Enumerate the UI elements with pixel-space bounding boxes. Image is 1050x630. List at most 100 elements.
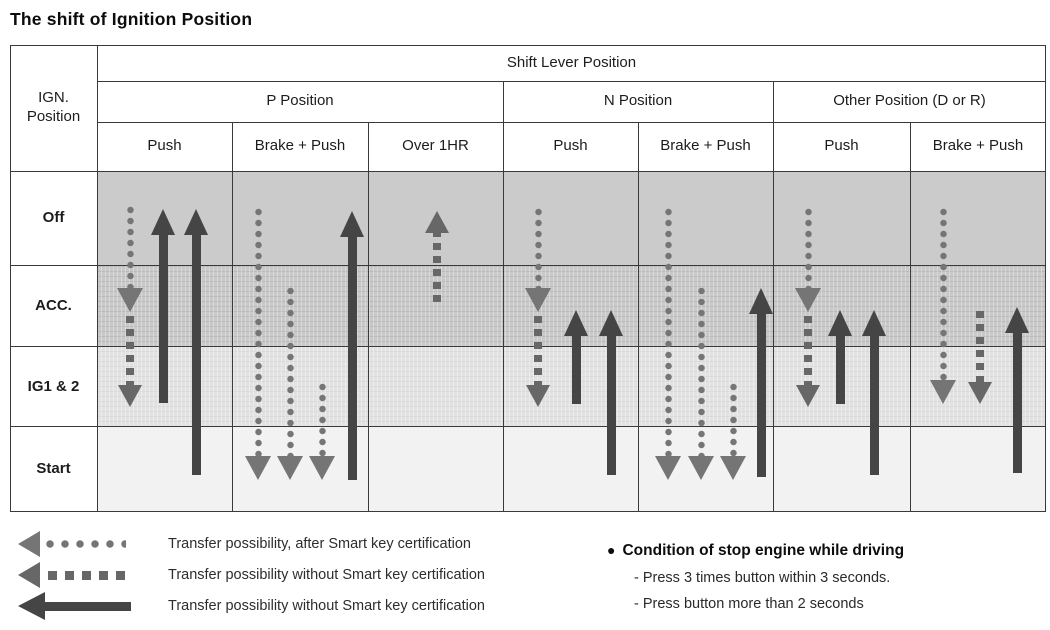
dashed-line xyxy=(48,570,130,580)
arrow-shaft xyxy=(126,316,134,388)
legend-item-solid: Transfer possibility without Smart key c… xyxy=(18,591,485,621)
grid-vline xyxy=(1045,45,1046,512)
dashed-down-arrow xyxy=(968,311,992,404)
legend-label: Transfer possibility without Smart key c… xyxy=(168,598,485,614)
grid-hline xyxy=(97,81,1046,82)
solid-up-arrow xyxy=(599,310,623,475)
arrowhead xyxy=(655,456,681,480)
solid-up-arrow xyxy=(862,310,886,475)
sub-header-n-push: Push xyxy=(553,137,588,155)
row-band-start xyxy=(97,427,1046,512)
corner-header-line1: IGN. xyxy=(38,89,69,107)
arrowhead xyxy=(564,310,588,336)
group-header-other-position: Other Position (D or R) xyxy=(833,92,986,110)
dotted-line xyxy=(44,540,126,548)
arrow-shaft xyxy=(606,333,616,475)
arrowhead xyxy=(968,382,992,404)
grid-vline xyxy=(97,45,98,512)
arrowhead xyxy=(720,456,746,480)
grid-hline xyxy=(10,426,1046,427)
row-label-off: Off xyxy=(42,209,65,227)
arrowhead xyxy=(828,310,852,336)
sub-header-p-brake-push: Brake + Push xyxy=(254,137,346,155)
legend-item-dotted: Transfer possibility, after Smart key ce… xyxy=(18,529,471,559)
arrow-shaft xyxy=(433,230,441,308)
solid-up-arrow xyxy=(749,288,773,477)
sub-header-other-brake-push: Brake + Push xyxy=(932,137,1024,155)
arrow-shaft xyxy=(126,205,134,291)
grid-hline xyxy=(10,171,1046,172)
arrow-shaft xyxy=(976,311,984,385)
solid-up-arrow xyxy=(828,310,852,404)
grid-vline xyxy=(773,81,774,512)
solid-up-arrow xyxy=(184,209,208,475)
page-title: The shift of Ignition Position xyxy=(10,9,253,29)
arrow-shaft xyxy=(804,316,812,388)
dotted-down-arrow xyxy=(117,205,143,312)
arrowhead-left xyxy=(18,592,45,620)
sub-header-other-push: Push xyxy=(824,137,859,155)
group-header-n-position: N Position xyxy=(603,92,673,110)
arrowhead xyxy=(277,456,303,480)
dotted-down-arrow xyxy=(720,382,746,480)
arrowhead xyxy=(425,211,449,233)
dashed-down-arrow xyxy=(526,316,550,407)
grid-hline xyxy=(10,265,1046,266)
header-shift-lever-position: Shift Lever Position xyxy=(506,53,637,71)
dashed-down-arrow xyxy=(796,316,820,407)
grid-vline xyxy=(910,122,911,512)
arrowhead xyxy=(117,288,143,312)
row-label-ig1-2: IG1 & 2 xyxy=(27,377,80,395)
arrowhead xyxy=(599,310,623,336)
row-label-acc: ACC. xyxy=(35,297,72,315)
arrow-shaft xyxy=(869,333,879,475)
arrowhead xyxy=(245,456,271,480)
arrow-shaft xyxy=(254,207,262,459)
dashed-left-arrow-icon xyxy=(18,560,146,590)
legend-label: Transfer possibility, after Smart key ce… xyxy=(168,536,471,552)
solid-up-arrow xyxy=(340,211,364,480)
notes-heading-text: Condition of stop engine while driving xyxy=(622,542,905,559)
grid-hline xyxy=(10,511,1046,512)
note-line-2: - Press button more than 2 seconds xyxy=(634,596,864,612)
arrowhead xyxy=(118,385,142,407)
arrowhead xyxy=(340,211,364,237)
grid-hline xyxy=(97,122,1046,123)
arrowhead-left xyxy=(18,531,40,557)
arrow-shaft xyxy=(729,382,737,459)
arrow-shaft xyxy=(191,232,201,475)
dotted-down-arrow xyxy=(930,207,956,404)
solid-up-arrow xyxy=(1005,307,1029,473)
row-label-start: Start xyxy=(36,460,71,478)
sub-header-n-brake-push: Brake + Push xyxy=(660,137,751,155)
arrowhead xyxy=(862,310,886,336)
solid-up-arrow xyxy=(564,310,588,404)
arrow-shaft xyxy=(939,207,947,383)
note-line-1: - Press 3 times button within 3 seconds. xyxy=(634,570,891,586)
notes-heading: ● Condition of stop engine while driving xyxy=(607,542,904,560)
arrow-shaft xyxy=(804,207,812,291)
sub-header-p-push: Push xyxy=(147,137,182,155)
dotted-down-arrow xyxy=(655,207,681,480)
arrowhead xyxy=(688,456,714,480)
solid-line xyxy=(45,601,131,611)
sub-header-p-over-1hr: Over 1HR xyxy=(402,137,469,155)
dashed-up-arrow xyxy=(425,211,449,308)
arrowhead xyxy=(795,288,821,312)
dotted-left-arrow-icon xyxy=(18,529,146,559)
arrow-shaft xyxy=(756,311,766,477)
grid-hline xyxy=(10,346,1046,347)
arrow-shaft xyxy=(286,286,294,459)
arrow-shaft xyxy=(347,234,357,480)
corner-header-line2: Position xyxy=(26,108,81,125)
grid-vline xyxy=(503,81,504,512)
legend-label: Transfer possibility without Smart key c… xyxy=(168,567,485,583)
dotted-down-arrow xyxy=(525,207,551,312)
solid-left-arrow-icon xyxy=(18,591,146,621)
arrow-shaft xyxy=(318,382,326,459)
arrowhead xyxy=(1005,307,1029,333)
arrow-shaft xyxy=(664,207,672,459)
solid-up-arrow xyxy=(151,209,175,403)
arrowhead xyxy=(930,380,956,404)
dotted-down-arrow xyxy=(309,382,335,480)
